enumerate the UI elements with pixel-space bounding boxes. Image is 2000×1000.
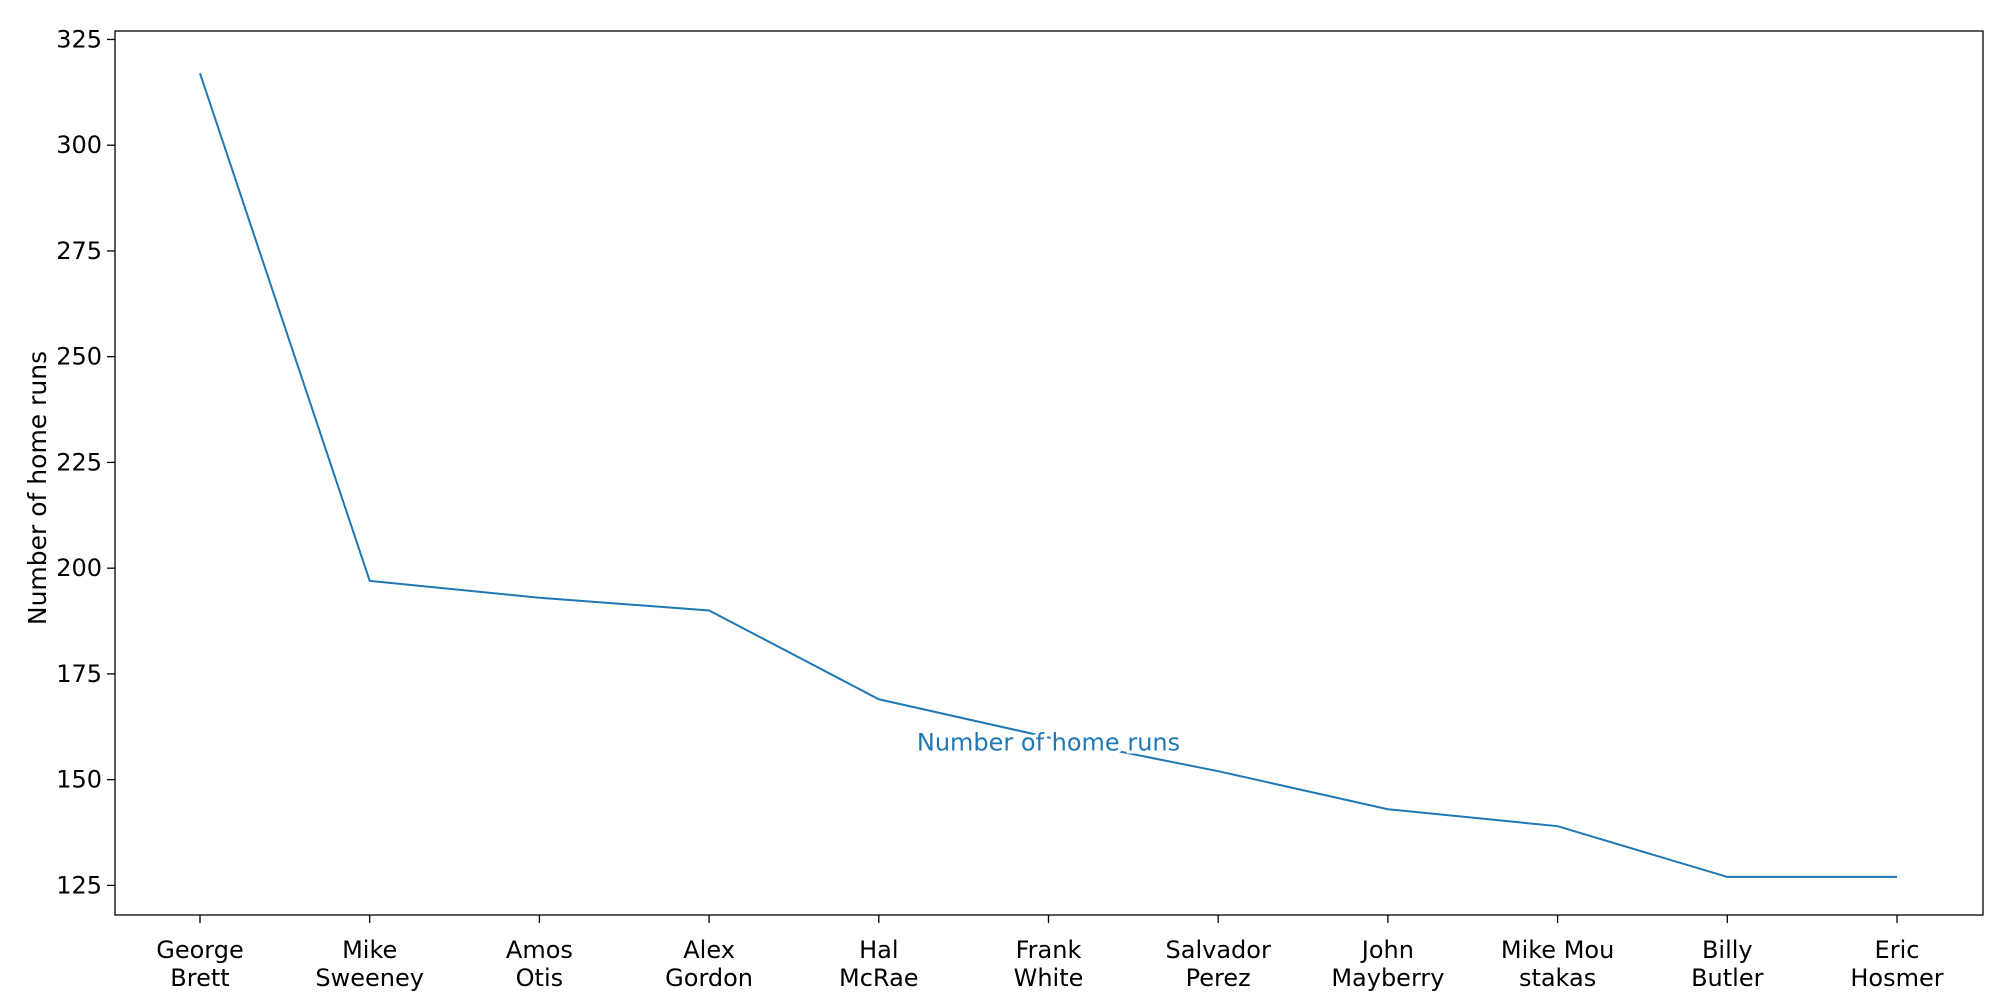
x-tick-label: Salvador Perez [1166,936,1271,992]
x-tick-label: Amos Otis [506,936,573,992]
x-tick-label: John Mayberry [1331,936,1444,992]
y-tick-label: 225 [56,448,102,476]
y-axis-label: Number of home runs [23,351,52,625]
x-tick-label: Billy Butler [1691,936,1764,992]
y-tick-label: 250 [56,343,102,371]
x-tick-label: Eric Hosmer [1850,936,1943,992]
x-tick-label: Alex Gordon [665,936,753,992]
series-line [199,72,1897,878]
y-tick-label: 300 [56,131,102,159]
x-axis-ticks: George Brett Mike Sweeney Amos Otis Alex Gordon… [156,915,1944,992]
y-tick-label: 325 [56,25,102,53]
x-tick-label: Frank White [1014,936,1084,992]
y-tick-label: 175 [56,660,102,688]
y-tick-label: 275 [56,237,102,265]
x-tick-label: Mike Sweeney [315,936,424,992]
x-tick-label: George Brett [156,936,244,992]
x-tick-label: Hal McRae [839,936,919,992]
series-label: Number of home runs [917,729,1180,757]
y-tick-label: 125 [56,871,102,899]
y-tick-label: 200 [56,554,102,582]
x-tick-label: Mike Mou stakas [1501,936,1614,992]
series-label-halo: Number of home runs [917,729,1180,757]
plot-frame [114,30,1984,916]
y-axis-ticks: 125 150 175 200 225 250 275 300 325 [56,25,115,899]
y-tick-label: 150 [56,766,102,794]
